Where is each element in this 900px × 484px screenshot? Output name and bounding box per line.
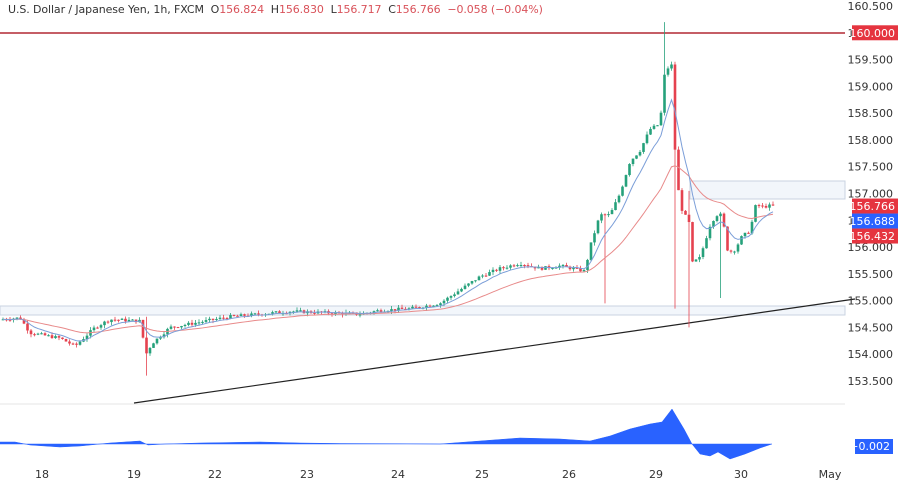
low-value: 156.717 bbox=[336, 3, 382, 16]
time-tick: 22 bbox=[208, 468, 222, 481]
close-value: 156.766 bbox=[395, 3, 441, 16]
price-tick: 160.500 bbox=[848, 0, 894, 13]
time-tick: 23 bbox=[300, 468, 314, 481]
time-tick: 24 bbox=[391, 468, 405, 481]
high-value: 156.830 bbox=[278, 3, 324, 16]
price-tick: 158.000 bbox=[848, 134, 894, 147]
price-tick: 155.500 bbox=[848, 268, 894, 281]
price-tick: 154.500 bbox=[848, 321, 894, 334]
symbol-label: U.S. Dollar / Japanese Yen, 1h, FXCM bbox=[8, 3, 204, 16]
time-tick: 26 bbox=[562, 468, 576, 481]
price-tick: 159.500 bbox=[848, 54, 894, 67]
price-tick: 156.000 bbox=[848, 241, 894, 254]
change-value: −0.058 (−0.04%) bbox=[447, 3, 543, 16]
svg-text:156.766: 156.766 bbox=[850, 200, 896, 213]
price-tick: 155.000 bbox=[848, 295, 894, 308]
price-axis[interactable]: 160.500 160.000 159.500 159.000 158.500 158.0… bbox=[848, 0, 894, 388]
price-tick: 157.000 bbox=[848, 188, 894, 201]
fast-ma-line bbox=[2, 98, 774, 342]
price-tick: 159.000 bbox=[848, 80, 894, 93]
svg-text:156.432: 156.432 bbox=[850, 230, 896, 243]
price-tick: 153.500 bbox=[848, 375, 894, 388]
oscillator-area bbox=[0, 408, 773, 460]
time-tick: 29 bbox=[649, 468, 663, 481]
svg-text:156.688: 156.688 bbox=[850, 215, 896, 228]
time-tick: 19 bbox=[127, 468, 141, 481]
price-tick: 154.000 bbox=[848, 348, 894, 361]
price-tick: 157.500 bbox=[848, 161, 894, 174]
time-tick: 25 bbox=[475, 468, 489, 481]
candles bbox=[1, 22, 775, 376]
time-axis[interactable]: 18 19 22 23 24 25 26 29 30 May bbox=[35, 468, 842, 481]
slow-ma-line bbox=[2, 165, 774, 334]
resistance-zone bbox=[689, 180, 846, 200]
time-tick: 30 bbox=[734, 468, 748, 481]
time-tick: May bbox=[819, 468, 842, 481]
open-value: 156.824 bbox=[219, 3, 264, 16]
price-tick: 158.500 bbox=[848, 107, 894, 120]
time-tick: 18 bbox=[35, 468, 49, 481]
trendline[interactable] bbox=[133, 298, 856, 404]
svg-text:160.000: 160.000 bbox=[850, 27, 896, 40]
oscillator-badge: −0.002 bbox=[849, 439, 893, 454]
price-badges: 160.000 156.766 156.688 156.432 bbox=[850, 25, 898, 244]
svg-text:−0.002: −0.002 bbox=[849, 440, 890, 453]
chart-title: U.S. Dollar / Japanese Yen, 1h, FXCM O15… bbox=[8, 3, 543, 16]
